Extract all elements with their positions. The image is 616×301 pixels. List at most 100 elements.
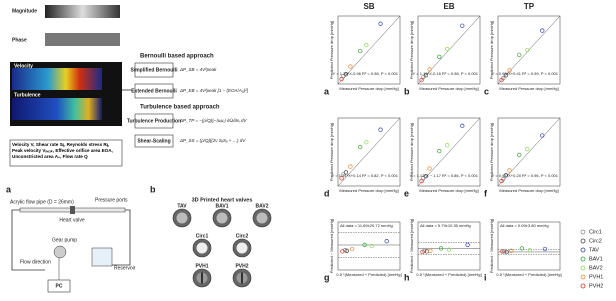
velocity-image bbox=[12, 68, 102, 90]
valve-label: BAV1 bbox=[216, 203, 229, 209]
data-point bbox=[502, 249, 507, 254]
legend-marker bbox=[580, 256, 586, 262]
panel-letter: i bbox=[484, 272, 487, 282]
valve-label: Circ2 bbox=[236, 233, 249, 239]
legend-label: BAV1 bbox=[589, 256, 603, 262]
legend-label: Circ2 bbox=[589, 238, 602, 244]
data-point bbox=[503, 173, 509, 178]
plot-frame bbox=[417, 221, 481, 271]
valve-icon bbox=[70, 206, 75, 214]
valve-label: Circ1 bbox=[196, 233, 209, 239]
panel-letter: b bbox=[150, 184, 156, 194]
label: Gear pump bbox=[52, 237, 77, 243]
legend-marker bbox=[580, 274, 586, 280]
plot-frame bbox=[497, 221, 561, 271]
data-point bbox=[423, 174, 429, 179]
data-point bbox=[437, 148, 442, 154]
data-point bbox=[427, 166, 432, 171]
panel-letter: c bbox=[484, 86, 489, 96]
data-point bbox=[343, 170, 349, 175]
panel-letter: e bbox=[404, 188, 409, 198]
data-point bbox=[423, 73, 429, 78]
x-axis-label: Measured Pressure drop [mmHg] bbox=[499, 188, 558, 193]
data-point bbox=[420, 249, 425, 255]
data-point bbox=[527, 248, 533, 253]
data-point bbox=[339, 176, 344, 181]
x-axis-label: Measured Pressure drop [mmHg] bbox=[339, 188, 398, 193]
y-axis-label: Predicted Pressure drop [mmHg] bbox=[329, 21, 334, 79]
data-point bbox=[339, 76, 344, 82]
method-box bbox=[134, 134, 174, 148]
legend-label: Circ1 bbox=[589, 229, 602, 235]
plot-note: Y = 1.71*X+0.14 R² = 0.82, P < 0.001 bbox=[332, 173, 399, 178]
y-axis-label: Predicted − Measured [mmHg] bbox=[489, 219, 494, 273]
heading: Turbulence based approach bbox=[140, 105, 220, 111]
column-header: SB bbox=[363, 2, 374, 11]
equation: ΔP_SB = 4V²peak bbox=[179, 67, 217, 72]
method: Shear-Scaling bbox=[137, 138, 170, 144]
plot-note: Y = 0.97*X+0.20 R² = 0.96, P < 0.001 bbox=[492, 173, 559, 178]
data-point bbox=[507, 168, 512, 173]
data-point bbox=[357, 48, 363, 54]
panel-letter: f bbox=[484, 188, 488, 198]
x-axis-label: 0.5 *(Measured + Predicted) [mmHg] bbox=[496, 272, 561, 277]
plot-note: All data = 11.69±20.72 mmHg bbox=[340, 223, 393, 228]
y-axis-label: Predicted − Measured [mmHg] bbox=[409, 219, 414, 273]
panel-letter: a bbox=[324, 86, 330, 96]
data-point bbox=[465, 242, 470, 247]
y-axis-label: Predicted Pressure drop [mmHg] bbox=[489, 123, 494, 181]
label: Reservoir bbox=[114, 265, 136, 271]
panel-letter: b bbox=[404, 86, 410, 96]
data-point bbox=[499, 178, 504, 184]
reservoir-icon bbox=[91, 247, 113, 267]
data-point bbox=[357, 144, 363, 150]
legend-marker bbox=[580, 229, 586, 235]
legend-label: PVH2 bbox=[589, 283, 603, 289]
method-box bbox=[134, 83, 174, 99]
x-axis-label: Measured Pressure drop [mmHg] bbox=[419, 188, 478, 193]
legend-marker bbox=[580, 238, 586, 244]
data-point bbox=[500, 249, 505, 254]
legend-marker bbox=[580, 283, 586, 289]
data-point bbox=[369, 243, 374, 249]
label: Heart valve bbox=[59, 217, 85, 223]
x-axis-label: Measured Pressure drop [mmHg] bbox=[499, 86, 558, 91]
plot-frame bbox=[337, 221, 401, 271]
panel-letter: g bbox=[324, 272, 330, 282]
identity-line bbox=[417, 117, 481, 187]
data-point bbox=[499, 77, 504, 83]
data-point bbox=[350, 246, 355, 252]
method-box bbox=[134, 62, 174, 78]
data-point bbox=[378, 127, 383, 132]
valve-bar bbox=[241, 272, 243, 284]
legend-marker bbox=[580, 247, 586, 253]
valve-label: TAV bbox=[177, 203, 187, 209]
data-point bbox=[509, 248, 514, 253]
x-axis-label: Measured Pressure drop [mmHg] bbox=[339, 86, 398, 91]
data-point bbox=[517, 52, 522, 58]
inputs-box bbox=[9, 139, 123, 167]
y-axis-label: Predicted − Measured [mmHg] bbox=[329, 219, 334, 273]
label: Turbulence bbox=[14, 92, 41, 98]
valve-leaflet bbox=[216, 212, 228, 224]
label: Acrylic flow pipe (D = 26mm) bbox=[10, 199, 74, 205]
valve-label: PVH2 bbox=[235, 263, 248, 269]
data-point bbox=[362, 242, 367, 247]
legend-label: BAV2 bbox=[589, 265, 603, 271]
valve-leaflet bbox=[236, 242, 248, 254]
method: Extended Bernoulli bbox=[131, 88, 177, 94]
legend-label: PVH1 bbox=[589, 274, 603, 280]
label: Magnitude bbox=[12, 8, 37, 14]
data-point bbox=[378, 21, 383, 26]
data-point bbox=[517, 152, 522, 158]
valve-label: PVH1 bbox=[195, 263, 208, 269]
column-header: TP bbox=[524, 2, 535, 11]
label: PC bbox=[56, 283, 63, 289]
data-point bbox=[460, 23, 465, 28]
pipe-loop bbox=[110, 209, 131, 266]
data-point bbox=[419, 178, 424, 184]
equation: ΔP_SS = (ρ/Q)∫(2ν SᵢⱼSᵢⱼ + …) dV bbox=[179, 138, 246, 143]
identity-line bbox=[337, 15, 401, 85]
valve-label: BAV2 bbox=[256, 203, 269, 209]
